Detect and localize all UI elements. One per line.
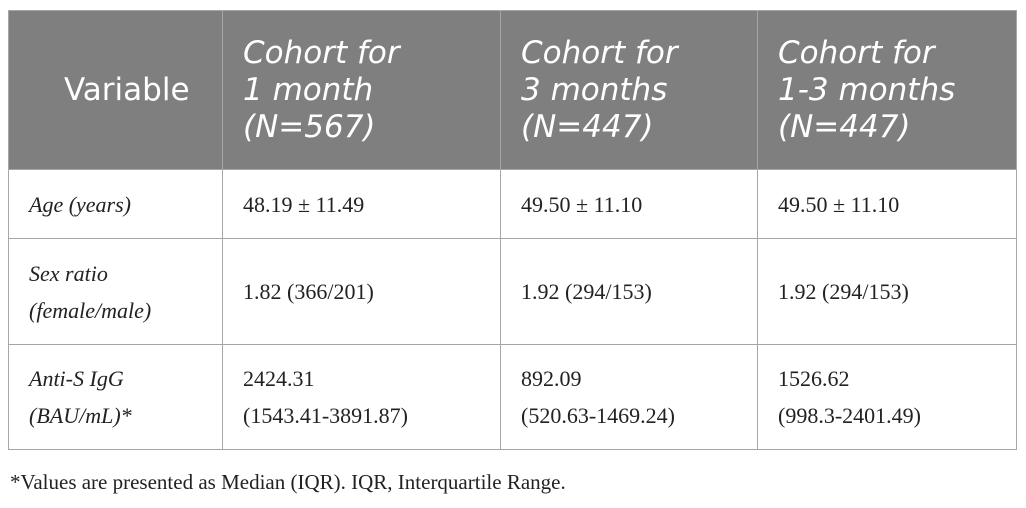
cell-line: Anti-S IgG: [29, 366, 124, 391]
cell-line: 1.92 (294/153): [778, 279, 909, 304]
cell-line: 1 month: [243, 71, 374, 108]
footnote: *Values are presented as Median (IQR). I…: [10, 470, 566, 494]
table-row: Age (years) 48.19 ± 11.49 49.50 ± 11.10 49.…: [8, 169, 1017, 239]
cell-line: Sex ratio: [29, 260, 108, 286]
table-cell: 1526.62 (998.3-2401.49): [757, 344, 1017, 450]
table-row: Anti-S IgG (BAU/mL)* 2424.31 (1543.41-3891.…: [8, 344, 1017, 450]
cell-line: 48.19 ± 11.49: [243, 191, 365, 217]
cell-line: 49.50 ± 11.10: [521, 191, 643, 217]
table-cell: Sex ratio (female/male): [8, 238, 223, 345]
cell-line: Cohort for: [243, 34, 400, 71]
header-cell: Cohort for 1 month (N=567): [222, 10, 501, 170]
cell-line: Cohort for: [778, 34, 935, 71]
cell-line: (N=447): [521, 108, 654, 145]
cell-line: 1.92 (294/153): [521, 279, 652, 304]
header-cell: Variable: [8, 10, 223, 170]
table-cell: 49.50 ± 11.10: [500, 169, 758, 239]
cell-line: Variable: [64, 71, 190, 108]
cell-line: (N=447): [778, 108, 911, 145]
table-cell: 49.50 ± 11.10: [757, 169, 1017, 239]
header-cell: Cohort for 3 months (N=447): [500, 10, 758, 170]
cell-line: 3 months: [521, 71, 668, 108]
header-row: Variable Cohort for 1 month (N=567) Cohort f…: [8, 10, 1017, 170]
table-cell: 1.92 (294/153): [500, 238, 758, 345]
data-table: Variable Cohort for 1 month (N=567) Cohort f…: [8, 10, 1017, 450]
cell-line: Cohort for: [521, 34, 678, 71]
cell-line: 49.50 ± 11.10: [778, 191, 900, 217]
cell-line: 892.09: [521, 366, 582, 391]
table-cell: 1.82 (366/201): [222, 238, 501, 345]
cell-line: 1.82 (366/201): [243, 279, 374, 304]
cell-line: (998.3-2401.49): [778, 403, 921, 428]
table-cell: 2424.31 (1543.41-3891.87): [222, 344, 501, 450]
table-cell: Anti-S IgG (BAU/mL)*: [8, 344, 223, 450]
cell-line: 1-3 months: [778, 71, 956, 108]
table-cell: 1.92 (294/153): [757, 238, 1017, 345]
header-cell: Cohort for 1-3 months (N=447): [757, 10, 1017, 170]
cell-line: 1526.62: [778, 366, 850, 391]
cell-line: (520.63-1469.24): [521, 403, 675, 428]
cell-line: (female/male): [29, 297, 152, 323]
table-row: Sex ratio (female/male) 1.82 (366/201) 1.92…: [8, 238, 1017, 345]
cell-line: (N=567): [243, 108, 376, 145]
cell-line: (BAU/mL)*: [29, 403, 132, 428]
table-cell: 48.19 ± 11.49: [222, 169, 501, 239]
cell-line: (1543.41-3891.87): [243, 403, 408, 428]
cell-line: 2424.31: [243, 366, 315, 391]
cell-line: Age (years): [29, 191, 132, 217]
table-body: Age (years) 48.19 ± 11.49 49.50 ± 11.10 49.…: [8, 169, 1017, 450]
table-cell: Age (years): [8, 169, 223, 239]
table-cell: 892.09 (520.63-1469.24): [500, 344, 758, 450]
